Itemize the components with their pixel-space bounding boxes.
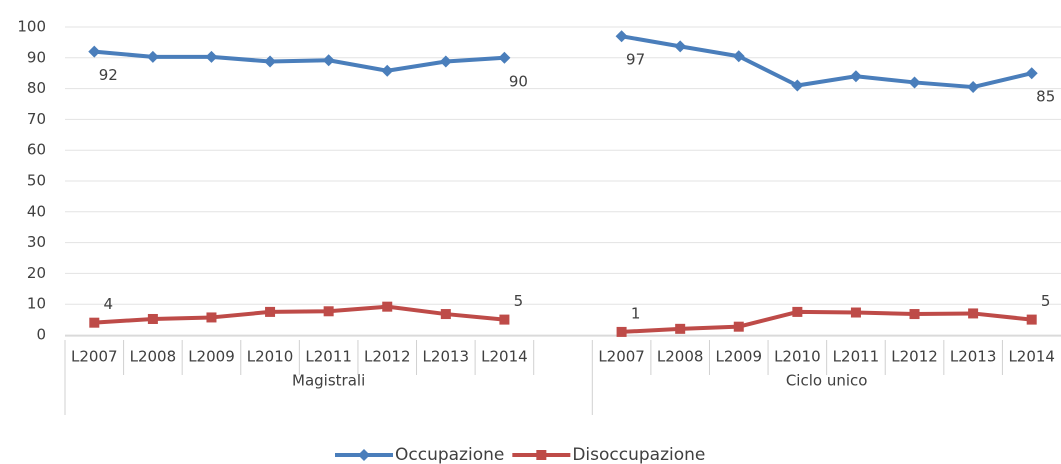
marker <box>615 30 628 43</box>
y-tick-label: 50 <box>27 172 46 190</box>
y-tick-label: 40 <box>27 202 46 220</box>
marker <box>675 323 686 334</box>
y-tick-label: 0 <box>36 326 46 344</box>
data-label: 85 <box>1036 88 1055 106</box>
data-label: 4 <box>104 295 114 313</box>
marker <box>850 307 861 318</box>
marker <box>732 50 745 63</box>
x-tick-label: L2014 <box>1008 348 1055 366</box>
marker <box>968 308 979 319</box>
data-label: 97 <box>626 51 645 69</box>
marker <box>89 317 100 328</box>
legend-label: Disoccupazione <box>572 445 705 464</box>
marker <box>382 301 393 312</box>
y-tick-label: 10 <box>27 295 46 313</box>
data-label: 92 <box>99 66 118 84</box>
marker <box>146 50 159 63</box>
marker <box>88 45 101 58</box>
y-tick-label: 70 <box>27 110 46 128</box>
legend-label: Occupazione <box>395 445 504 464</box>
marker <box>499 314 510 325</box>
y-tick-label: 20 <box>27 264 46 282</box>
marker <box>616 326 627 337</box>
x-tick-label: L2014 <box>481 348 528 366</box>
x-tick-label: L2007 <box>598 348 645 366</box>
marker <box>791 79 804 92</box>
legend-marker <box>358 449 370 461</box>
marker <box>205 50 218 63</box>
x-tick-label: L2012 <box>891 348 938 366</box>
marker <box>1026 314 1037 325</box>
x-tick-label: L2009 <box>715 348 762 366</box>
x-tick-label: L2011 <box>305 348 352 366</box>
data-label: 1 <box>631 304 641 322</box>
marker <box>206 312 217 323</box>
marker <box>381 64 394 77</box>
marker <box>323 306 334 317</box>
marker <box>147 313 158 324</box>
y-tick-label: 90 <box>27 48 46 66</box>
x-tick-label: L2008 <box>130 348 177 366</box>
marker <box>908 76 921 89</box>
x-tick-label: L2010 <box>774 348 821 366</box>
marker <box>439 55 452 68</box>
y-tick-label: 30 <box>27 233 46 251</box>
x-tick-label: L2013 <box>950 348 997 366</box>
y-tick-label: 100 <box>17 18 46 36</box>
x-tick-label: L2012 <box>364 348 411 366</box>
y-tick-label: 60 <box>27 141 46 159</box>
x-tick-label: L2010 <box>247 348 294 366</box>
marker <box>440 309 451 320</box>
series-line <box>94 34 1033 90</box>
data-label: 5 <box>1041 292 1051 310</box>
marker <box>792 306 803 317</box>
marker <box>322 54 335 67</box>
marker <box>1025 67 1038 80</box>
marker <box>265 306 276 317</box>
x-tick-label: L2007 <box>71 348 118 366</box>
marker <box>967 81 980 94</box>
marker <box>674 40 687 53</box>
marker <box>909 309 920 320</box>
data-label: 5 <box>514 292 524 310</box>
marker <box>264 55 277 68</box>
x-tick-label: L2011 <box>833 348 880 366</box>
legend-marker <box>536 450 547 460</box>
x-tick-label: L2013 <box>423 348 470 366</box>
group-label: Magistrali <box>292 372 365 390</box>
x-tick-label: L2009 <box>188 348 235 366</box>
x-tick-label: L2008 <box>657 348 704 366</box>
data-label: 90 <box>509 72 528 90</box>
marker <box>849 70 862 83</box>
marker <box>498 51 511 64</box>
series-line <box>94 304 1032 334</box>
y-tick-label: 80 <box>27 79 46 97</box>
group-label: Ciclo unico <box>786 372 868 390</box>
marker <box>733 321 744 332</box>
